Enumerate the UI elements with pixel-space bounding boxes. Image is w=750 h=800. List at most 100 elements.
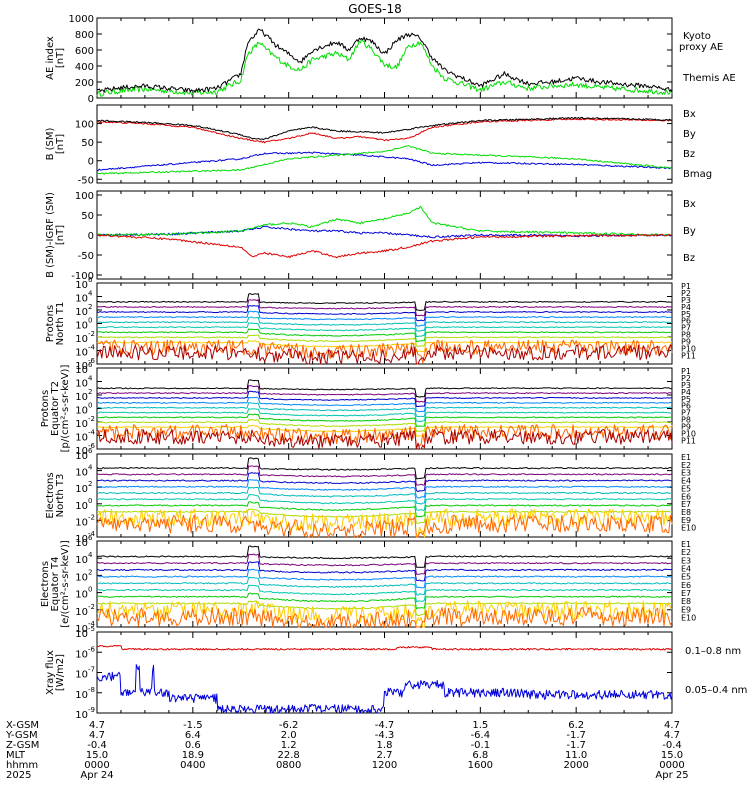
series-e5 [96, 576, 673, 596]
footer-value: 4.7 [89, 730, 105, 741]
footer-value: 18.9 [182, 750, 204, 761]
channel-label: E4 [681, 564, 691, 573]
y-axis-label: [nT] [55, 48, 66, 68]
footer-value: 1.8 [377, 740, 393, 751]
footer-value: 6.2 [568, 720, 584, 731]
series-e10 [96, 514, 673, 538]
footer-value: 6.8 [472, 750, 488, 761]
y-tick-label: 10 [75, 629, 88, 640]
channel-label: P5 [681, 395, 691, 404]
y-tick-label: 10 [75, 555, 88, 566]
channel-label: P8 [681, 416, 691, 425]
series-e7 [97, 501, 673, 518]
footer-value: 0000 [84, 760, 109, 771]
footer-row-label: hhmm [6, 760, 38, 771]
y-tick-exponent: -4 [88, 344, 96, 352]
legend-entry: By [683, 129, 696, 140]
y-axis-label: Xray flux [45, 650, 56, 695]
channel-label: E3 [681, 556, 691, 565]
panels-group: AE index [nT]10008006004002000Kyotoproxy … [40, 14, 747, 721]
channel-label: E8 [681, 508, 691, 517]
y-tick-exponent: -2 [88, 513, 95, 521]
footer-value: 11.0 [565, 750, 587, 761]
y-tick-label: -50 [78, 175, 94, 186]
series-e5 [96, 486, 673, 505]
channel-label: E7 [681, 500, 691, 509]
channel-label: P4 [681, 303, 691, 312]
y-tick-exponent: -5 [88, 625, 95, 633]
y-tick-label: 10 [75, 607, 88, 618]
series-p3 [96, 305, 672, 322]
series-p4 [97, 396, 673, 413]
y-tick-exponent: 6 [88, 276, 93, 284]
channel-label: E1 [681, 453, 691, 462]
legend-entry: Themis AE [682, 73, 736, 84]
y-tick-label: 10 [75, 321, 88, 332]
series-p1 [96, 293, 673, 312]
footer-row-label: 2025 [6, 770, 31, 781]
footer-value: 0000 [659, 760, 684, 771]
y-tick-label: 100 [75, 120, 94, 131]
panel-electrons-t4: Electrons Equator T4 [e/(cm²-s-sr-keV)] 10 6… [40, 534, 696, 635]
y-tick-exponent: 2 [88, 568, 92, 576]
y-tick-label: 10 [75, 433, 88, 444]
y-tick-label: 400 [75, 62, 94, 73]
series-p6 [96, 322, 672, 338]
series-bz [96, 118, 673, 144]
footer-row-label: Z-GSM [6, 740, 39, 751]
series-p8 [96, 418, 673, 433]
y-axis-label: [nT] [55, 134, 66, 154]
y-tick-label: 10 [75, 451, 88, 462]
channel-label: P3 [681, 381, 691, 390]
y-axis-label: Protons [45, 305, 56, 342]
y-tick-exponent: -8 [88, 686, 95, 694]
legend-entry: Bz [683, 149, 695, 160]
y-axis-label: Electrons [45, 472, 56, 518]
figure-title: GOES-18 [348, 2, 402, 16]
footer-value: 4.7 [664, 730, 680, 741]
channel-label: P10 [681, 345, 696, 354]
channel-label: E10 [681, 524, 696, 533]
footer-table: X-GSM 4.7 -1.5 -6.2 -4.7 1.5 6.2 4.7 Y-GSM 4.7 6.4… [5, 720, 689, 781]
y-tick-label: 50 [81, 138, 94, 149]
y-tick-label: 10 [75, 624, 88, 635]
footer-value: 0.6 [185, 740, 201, 751]
series-e2 [96, 465, 673, 486]
legend-entry: By [683, 226, 696, 237]
series-p1 [96, 379, 673, 398]
channel-label: E6 [681, 581, 691, 590]
y-axis-label: Electrons [40, 561, 51, 607]
y-tick-label: 10 [75, 534, 88, 545]
panel-xray: Xray flux [W/m2]10-510-610-710-810 -90.1–0… [45, 625, 747, 721]
footer-value: 2000 [563, 760, 588, 771]
y-tick-label: 10 [75, 710, 88, 721]
channel-label: E6 [681, 492, 691, 501]
y-tick-label: 10 [75, 690, 88, 701]
series-e9 [96, 600, 673, 628]
footer-value: 1600 [468, 760, 493, 771]
y-tick-label: 10 [75, 501, 88, 512]
y-tick-exponent: -6 [88, 442, 96, 450]
y-tick-label: -50 [78, 251, 94, 262]
y-tick-label: 10 [75, 484, 88, 495]
y-axis-label: [W/m2] [55, 654, 66, 691]
channel-label: E10 [681, 613, 696, 622]
channel-label: P4 [681, 388, 691, 397]
series-p5 [96, 316, 672, 332]
y-tick-exponent: -4 [88, 620, 96, 628]
y-tick-label: 10 [75, 468, 88, 479]
footer-value: -1.5 [183, 720, 203, 731]
y-tick-label: 10 [75, 406, 88, 417]
series-e1 [96, 545, 673, 568]
panel-ae: AE index [nT] 1000 800 600 400 200 0 Kyotoproxy … [45, 14, 736, 105]
series-bmag [96, 116, 673, 140]
y-tick-label: 600 [75, 46, 94, 57]
y-tick-exponent: 2 [88, 480, 92, 488]
y-tick-label: 100 [75, 191, 94, 202]
channel-label: P8 [681, 331, 691, 340]
channel-label: E1 [681, 540, 691, 549]
y-axis-label: [nT] [55, 225, 66, 245]
y-tick-label: 1000 [69, 14, 94, 25]
